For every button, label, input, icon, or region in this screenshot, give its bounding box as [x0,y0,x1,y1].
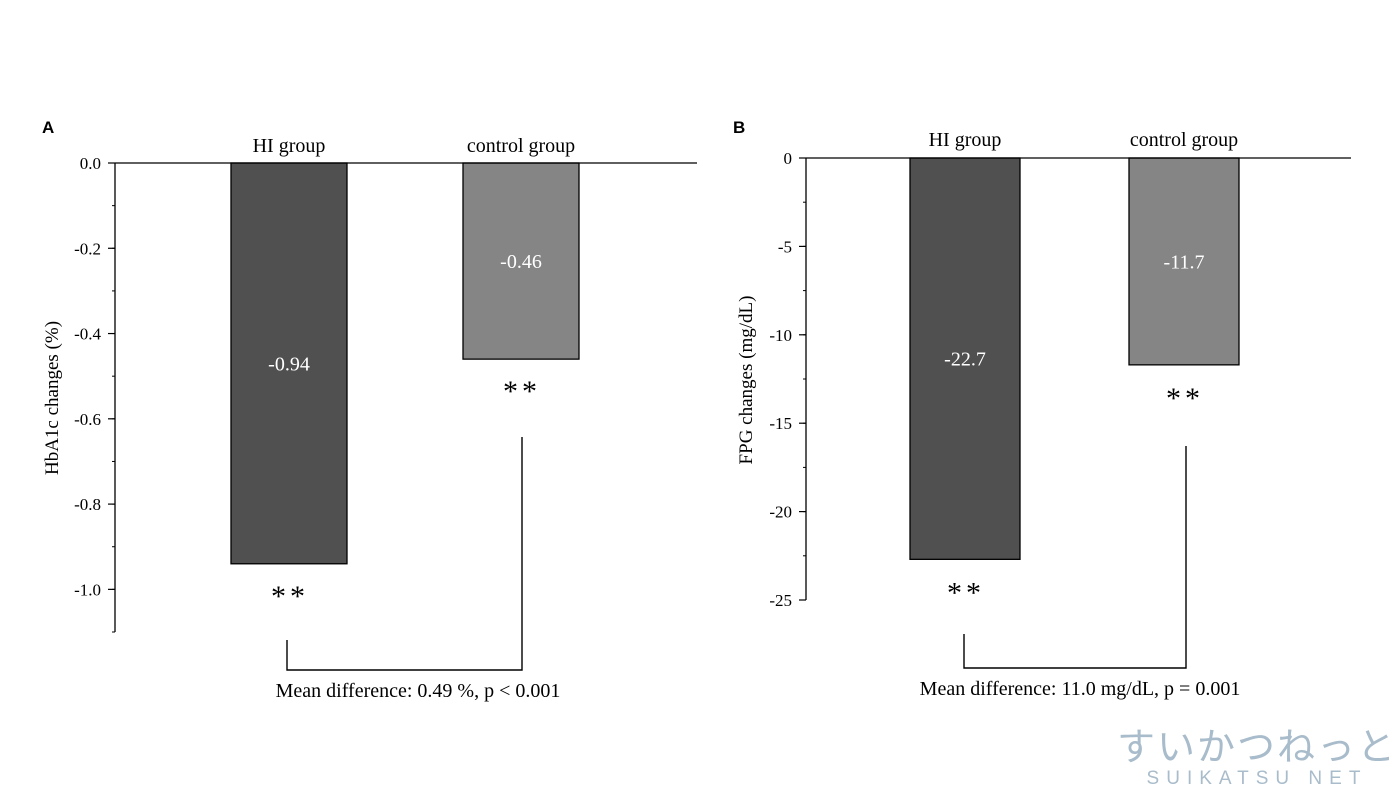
y-tick-label: -0.8 [74,495,101,514]
bar-hi-group [909,157,1021,560]
panel-b: B FPG changes (mg/dL) 0 -5 -10 -15 -20 -25 HI… [733,118,1351,700]
y-tick-label: -5 [778,237,792,256]
value-label: -0.46 [500,251,542,273]
panel-a-significance-labels: ** ** [271,375,541,613]
bar-control-group [1128,157,1240,366]
y-tick-label: -15 [769,414,792,433]
significance-label: ** [503,375,541,408]
y-tick-label: 0.0 [80,154,101,173]
panel-b-y-ticks: 0 -5 -10 -15 -20 -25 [769,149,806,610]
panel-b-category-labels: HI group control group [929,129,1239,151]
value-label: -0.94 [268,353,310,375]
y-tick-label: -10 [769,326,792,345]
panel-a-letter: A [42,118,54,137]
significance-label: ** [1166,382,1204,415]
panel-a: A HbA1c changes (%) 0.0 -0.2 -0.4 -0.6 -0.8 -… [42,118,697,702]
y-tick-label: -1.0 [74,580,101,599]
panel-b-comparison-bracket [963,446,1187,669]
panel-a-category-labels: HI group control group [253,135,576,157]
y-tick-label: -0.4 [74,325,101,344]
value-label: -11.7 [1164,251,1205,273]
panel-b-y-axis-label: FPG changes (mg/dL) [736,296,757,465]
panel-a-value-labels: -0.94 -0.46 [268,251,542,375]
y-tick-label: -0.2 [74,239,101,258]
panel-b-value-labels: -22.7 -11.7 [944,251,1204,370]
value-label: -22.7 [944,349,986,371]
y-tick-label: -0.6 [74,410,101,429]
panel-b-significance-labels: ** ** [947,382,1204,609]
panel-a-y-axis-label: HbA1c changes (%) [42,321,63,475]
significance-label: ** [271,580,309,613]
y-tick-label: -25 [769,591,792,610]
watermark-japanese: すいかつねっと [1117,725,1397,769]
panel-a-mean-difference: Mean difference: 0.49 %, p < 0.001 [276,680,561,702]
panel-b-bars [909,157,1240,560]
panel-a-comparison-bracket [286,437,523,671]
category-label: HI group [253,135,326,157]
watermark-logo: すいかつねっと SUIKATSU NET [1117,725,1397,789]
category-label: HI group [929,129,1002,151]
watermark-latin: SUIKATSU NET [1147,768,1368,789]
significance-label: ** [947,576,985,609]
y-tick-label: 0 [784,149,793,168]
y-tick-label: -20 [769,503,792,522]
panel-b-mean-difference: Mean difference: 11.0 mg/dL, p = 0.001 [920,678,1241,700]
panel-a-bars [230,162,580,565]
category-label: control group [1130,129,1238,151]
panel-b-letter: B [733,118,745,137]
category-label: control group [467,135,575,157]
panel-a-y-ticks: 0.0 -0.2 -0.4 -0.6 -0.8 -1.0 [74,154,115,633]
